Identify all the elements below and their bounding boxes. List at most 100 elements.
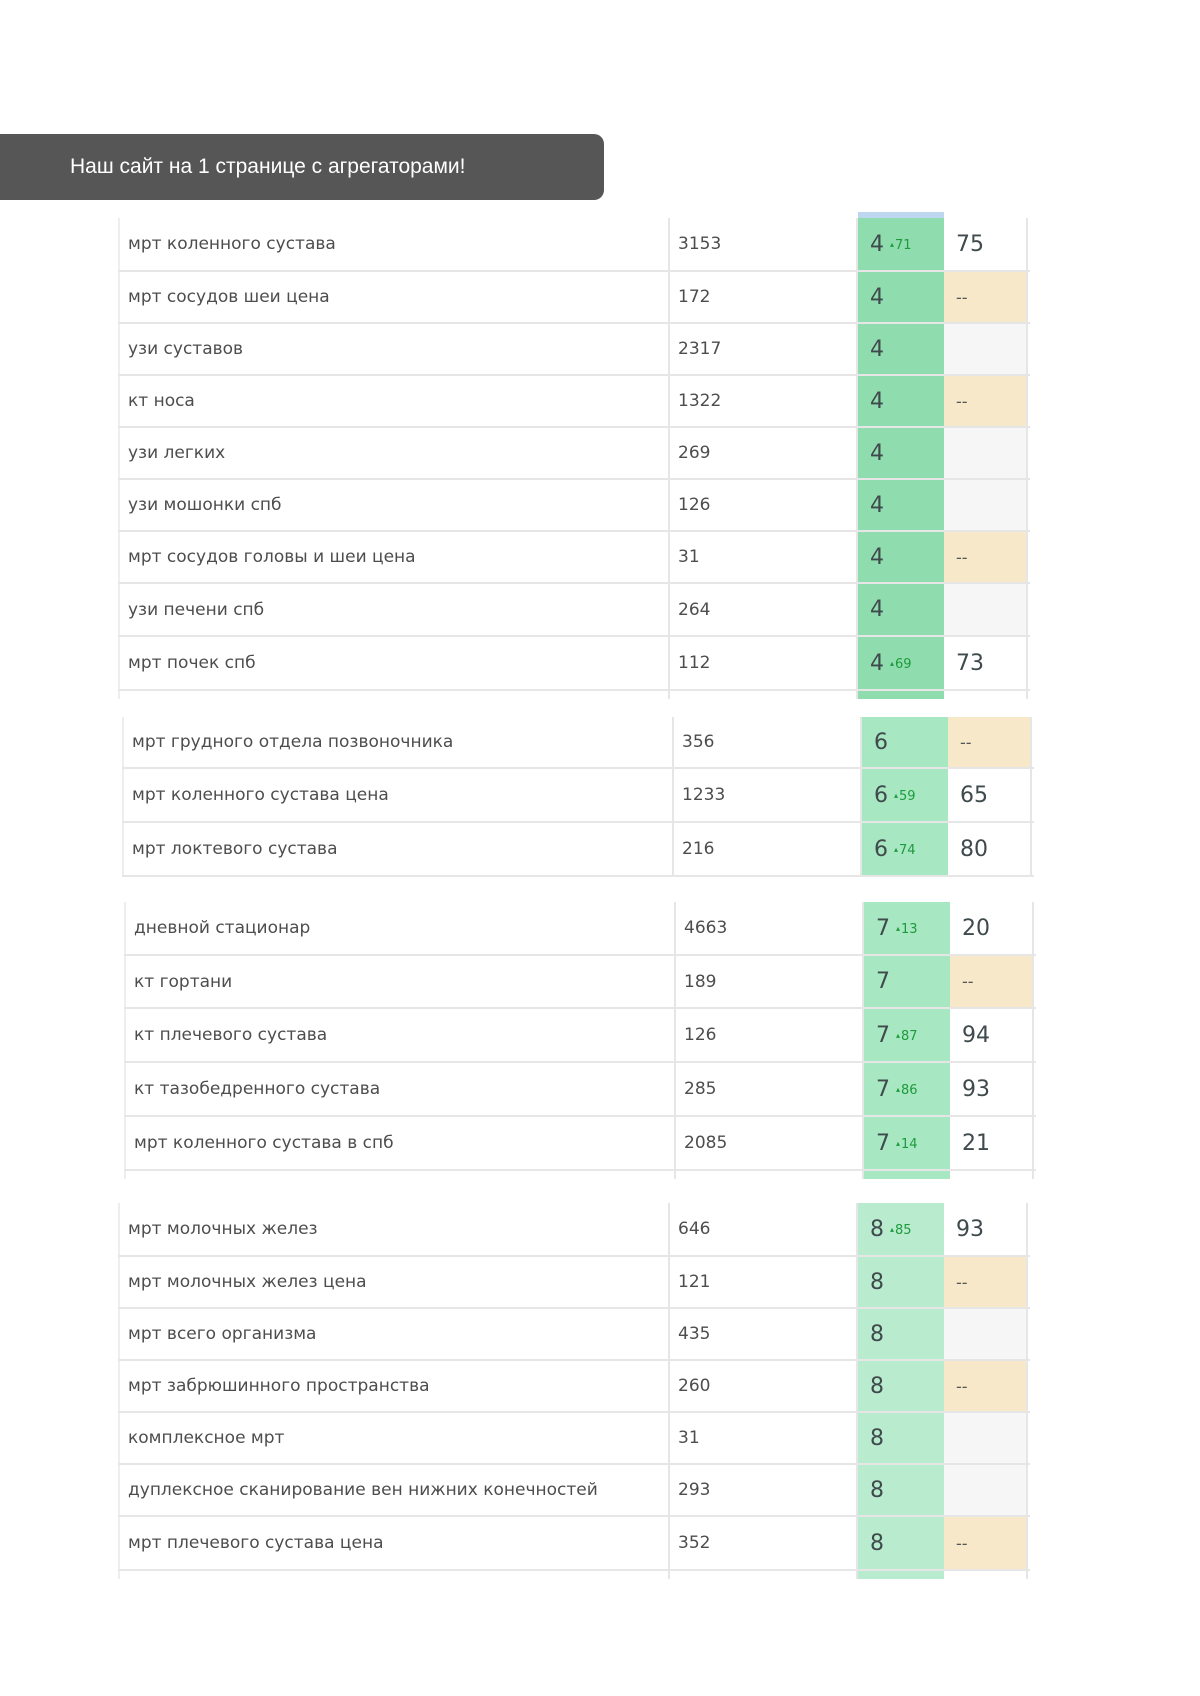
- position-value: 4: [870, 597, 884, 622]
- table-row[interactable]: мрт сосудов головы и шеи цена 31 4 --: [118, 532, 1030, 584]
- position-cell: 7 13: [864, 902, 950, 954]
- volume-cell: 1233: [674, 769, 862, 821]
- position-cell: 4 71: [858, 218, 944, 270]
- continuation-border: [118, 1571, 670, 1579]
- table-row[interactable]: мрт грудного отдела позвоночника 356 6 --: [122, 717, 1034, 769]
- position-value: 4: [870, 336, 884, 362]
- table-block: мрт грудного отдела позвоночника 356 6 -- мр…: [122, 717, 1034, 877]
- volume-cell: 121: [670, 1257, 858, 1307]
- table-row[interactable]: мрт молочных желез цена 121 8 --: [118, 1257, 1030, 1309]
- aggregator-position-cell: --: [944, 272, 1028, 322]
- keyword-cell: мрт всего организма: [118, 1309, 670, 1359]
- position-change: 74: [894, 843, 916, 858]
- position-change: 87: [896, 1029, 918, 1044]
- table-row[interactable]: мрт плечевого сустава цена 352 8 --: [118, 1517, 1030, 1571]
- position-cell: 8: [858, 1257, 944, 1307]
- position-value: 4: [870, 388, 884, 414]
- position-change: 69: [890, 657, 912, 672]
- volume-cell: 189: [676, 956, 864, 1007]
- keyword-cell: мрт почек спб: [118, 637, 670, 689]
- keyword-cell: мрт сосудов шеи цена: [118, 272, 670, 322]
- keyword-cell: дневной стационар: [124, 902, 676, 954]
- aggregator-position-cell: [944, 428, 1028, 478]
- volume-cell: 2085: [676, 1117, 864, 1169]
- volume-cell: 356: [674, 717, 862, 767]
- position-value: 8: [870, 1321, 884, 1347]
- position-value: 4: [870, 650, 884, 676]
- aggregator-position-cell: 80: [948, 823, 1032, 875]
- position-value: 7: [876, 915, 890, 941]
- aggregator-position-cell: 93: [950, 1063, 1034, 1115]
- table-row[interactable]: мрт всего организма 435 8: [118, 1309, 1030, 1361]
- keyword-cell: кт гортани: [124, 956, 676, 1007]
- aggregator-position-cell: [944, 480, 1028, 530]
- column-header-strip: [858, 212, 944, 218]
- table-row[interactable]: кт гортани 189 7 --: [124, 956, 1036, 1009]
- table-row[interactable]: мрт сосудов шеи цена 172 4 --: [118, 272, 1030, 324]
- table-row[interactable]: узи суставов 2317 4: [118, 324, 1030, 376]
- table-row[interactable]: узи мошонки спб 126 4: [118, 480, 1030, 532]
- keyword-cell: узи легких: [118, 428, 670, 478]
- position-cell: 4: [858, 324, 944, 374]
- keyword-cell: дуплексное сканирование вен нижних конеч…: [118, 1465, 670, 1515]
- table-row[interactable]: дуплексное сканирование вен нижних конеч…: [118, 1465, 1030, 1517]
- keyword-cell: комплексное мрт: [118, 1413, 670, 1463]
- position-cell: 6 74: [862, 823, 948, 875]
- position-cell: 4: [858, 480, 944, 530]
- volume-cell: 435: [670, 1309, 858, 1359]
- keyword-cell: мрт плечевого сустава цена: [118, 1517, 670, 1569]
- position-value: 8: [870, 1425, 884, 1451]
- keyword-cell: узи суставов: [118, 324, 670, 374]
- position-change: 14: [896, 1137, 918, 1152]
- volume-cell: 2317: [670, 324, 858, 374]
- position-value: 8: [870, 1373, 884, 1399]
- table-continuation: [118, 691, 1030, 699]
- position-cell: 4: [858, 532, 944, 582]
- table-row[interactable]: комплексное мрт 31 8: [118, 1413, 1030, 1465]
- position-value: 8: [870, 1530, 884, 1556]
- position-cell: 4: [858, 376, 944, 426]
- header-banner: Наш сайт на 1 странице с агрегаторами!: [0, 134, 604, 200]
- keyword-cell: узи мошонки спб: [118, 480, 670, 530]
- table-row[interactable]: узи печени спб 264 4: [118, 584, 1030, 637]
- aggregator-position-cell: 75: [944, 218, 1028, 270]
- volume-cell: 31: [670, 532, 858, 582]
- position-cell: 4: [858, 428, 944, 478]
- keyword-cell: мрт коленного сустава цена: [122, 769, 674, 821]
- position-cell: 7 86: [864, 1063, 950, 1115]
- position-value: 4: [870, 440, 884, 466]
- position-cell: 6: [862, 717, 948, 767]
- aggregator-position-cell: [944, 324, 1028, 374]
- table-continuation: [124, 1171, 1036, 1179]
- aggregator-position-cell: --: [944, 1517, 1028, 1569]
- table-row[interactable]: кт носа 1322 4 --: [118, 376, 1030, 428]
- continuation-position: [858, 691, 944, 699]
- keyword-cell: мрт коленного сустава: [118, 218, 670, 270]
- position-cell: 8 85: [858, 1203, 944, 1255]
- position-value: 4: [870, 492, 884, 518]
- continuation-border: [670, 1571, 858, 1579]
- keyword-cell: мрт коленного сустава в спб: [124, 1117, 676, 1169]
- position-value: 4: [870, 544, 884, 570]
- aggregator-position-cell: [944, 1465, 1028, 1515]
- aggregator-position-cell: 94: [950, 1009, 1034, 1061]
- keyword-cell: мрт локтевого сустава: [122, 823, 674, 875]
- position-cell: 4 69: [858, 637, 944, 689]
- volume-cell: 216: [674, 823, 862, 875]
- keyword-cell: мрт забрюшинного пространства: [118, 1361, 670, 1411]
- volume-cell: 3153: [670, 218, 858, 270]
- table-row[interactable]: узи легких 269 4: [118, 428, 1030, 480]
- continuation-position: [858, 1571, 944, 1579]
- table-row[interactable]: мрт забрюшинного пространства 260 8 --: [118, 1361, 1030, 1413]
- aggregator-position-cell: 93: [944, 1203, 1028, 1255]
- continuation-border: [950, 1171, 1034, 1179]
